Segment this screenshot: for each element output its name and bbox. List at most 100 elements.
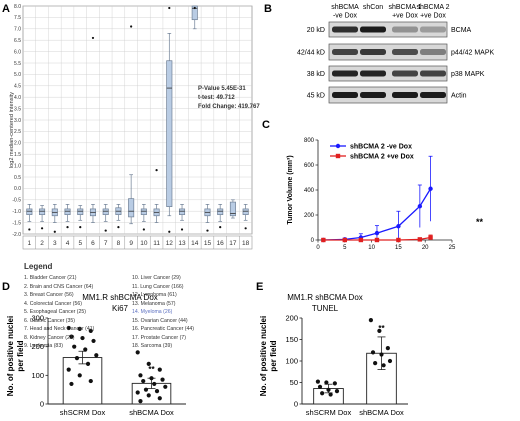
y-tick-label: 4.5 [14, 84, 21, 90]
outlier-point [40, 227, 44, 230]
y-tick-label: 200 [304, 213, 315, 219]
box [77, 208, 84, 215]
outlier-point [66, 226, 69, 229]
data-point [381, 363, 386, 368]
panel-d-ylabel-line1: No. of positive nuclei [6, 316, 15, 396]
data-point [377, 328, 382, 333]
legend-item: 18. Sarcoma (39) [132, 343, 173, 350]
blot-band [332, 26, 358, 33]
data-point [149, 376, 154, 381]
outlier-point [168, 230, 171, 233]
y-tick-label: 7.5 [14, 15, 21, 21]
data-point [157, 396, 162, 401]
kd-label: 20 kD [307, 27, 325, 34]
protein-label: BCMA [451, 27, 472, 34]
x-tick-label: 16 [217, 240, 225, 247]
y-tick-label: 100 [285, 357, 298, 366]
panel-letter-a: A [2, 3, 10, 15]
kd-label: 38 kD [307, 71, 325, 78]
protein-label: p38 MAPK [451, 71, 485, 78]
y-tick-label: -0.5 [12, 198, 21, 204]
data-point [85, 361, 91, 366]
legend-column-2: 10. Liver Cancer (29) 11. Lung Cancer (1… [132, 274, 240, 351]
y-tick-label: 0.0 [14, 186, 21, 192]
box [191, 5, 198, 21]
panel-a-stat-ttest: t-test: 49.712 [198, 95, 235, 101]
blot-band [360, 49, 386, 55]
kd-label: 42/44 kD [297, 50, 325, 57]
data-point [374, 230, 380, 236]
box [128, 198, 135, 218]
data-point [324, 380, 329, 385]
x-tick-label: 18 [242, 240, 250, 247]
y-tick-label: 600 [304, 163, 315, 169]
blot-band [360, 92, 386, 98]
data-point [385, 346, 390, 351]
data-point [77, 326, 82, 331]
data-point [141, 378, 146, 384]
x-tick-label: 5 [78, 240, 82, 247]
data-point [138, 399, 143, 404]
panel-e-ylabel-line1: No. of positive nuclei [259, 316, 268, 396]
data-point [320, 391, 325, 396]
y-tick-label: 300 [31, 314, 44, 323]
blot-band [332, 70, 358, 77]
data-point [417, 204, 423, 209]
panel-letter-c: C [262, 119, 270, 131]
data-point [373, 361, 378, 366]
x-tick-label: 4 [66, 240, 70, 247]
lane-header: +ve Dox [392, 13, 418, 20]
data-point [88, 378, 93, 384]
data-point [72, 344, 77, 349]
outlier-point [168, 6, 171, 10]
x-tick-label: 7 [104, 240, 108, 247]
box [179, 208, 186, 215]
data-point [374, 237, 380, 243]
legend-item: 1. Bladder Cancer (21) [24, 275, 77, 281]
outlier-point [244, 227, 247, 230]
x-tick-label: 11 [153, 240, 160, 247]
outlier-point [155, 169, 158, 172]
outlier-point [53, 230, 56, 233]
data-point [428, 235, 433, 240]
y-tick-label: 200 [31, 342, 44, 351]
panel-letter-e: E [256, 281, 263, 293]
x-tick-label: shSCRM Dox [306, 408, 352, 417]
data-point [146, 393, 151, 398]
blot-strip [328, 86, 448, 104]
panel-e-ylabel-line2: per field [269, 340, 278, 371]
legend-item: 7. Head and Neck Cancer (41) [24, 326, 95, 333]
outlier-point [219, 226, 222, 229]
box [64, 208, 71, 215]
panel-e-subtitle: TUNEL [312, 304, 339, 313]
data-point [163, 384, 168, 389]
y-tick-label: 1.5 [14, 152, 21, 158]
y-tick-label: 2.0 [14, 141, 21, 147]
legend-item: 13. Melanoma (57) [132, 300, 176, 307]
legend-item: 12. Lymphoma (61) [132, 292, 177, 299]
y-axis-label: Tumor Volume (mm³) [287, 155, 294, 224]
panel-a-y-axis-label: log2 median-centered intensity [9, 92, 15, 168]
box [242, 208, 249, 215]
y-tick-label: 6.5 [14, 38, 21, 44]
y-tick-label: -1.0 [12, 209, 21, 215]
legend-item: 16. Pancreatic Cancer (44) [132, 326, 194, 333]
legend-marker [335, 143, 341, 149]
legend-item: 3. Breast Cancer (56) [24, 292, 74, 299]
legend-item: 17. Prostate Cancer (7) [132, 334, 186, 341]
panel-c-line-chart: 0 5 10 15 20 25 0 200 400 600 800 Tumor Volume (mm³… [287, 138, 484, 251]
data-point [91, 338, 96, 344]
data-point [332, 381, 337, 386]
blot-band [392, 70, 418, 77]
panel-d-bar-chart: 0 100 200 300 shSCRM Dox shBCMA Dox ** [31, 314, 186, 417]
legend-item: 6. Gastric Cancer (35) [24, 317, 76, 324]
data-point [74, 356, 80, 361]
x-tick-label: 20 [422, 245, 429, 251]
y-tick-label: 400 [304, 188, 315, 194]
data-point [417, 237, 423, 242]
x-tick-label: 13 [178, 240, 186, 247]
lane-header: -ve Dox [333, 13, 358, 20]
x-tick-label: 10 [140, 240, 148, 247]
box [140, 208, 147, 215]
